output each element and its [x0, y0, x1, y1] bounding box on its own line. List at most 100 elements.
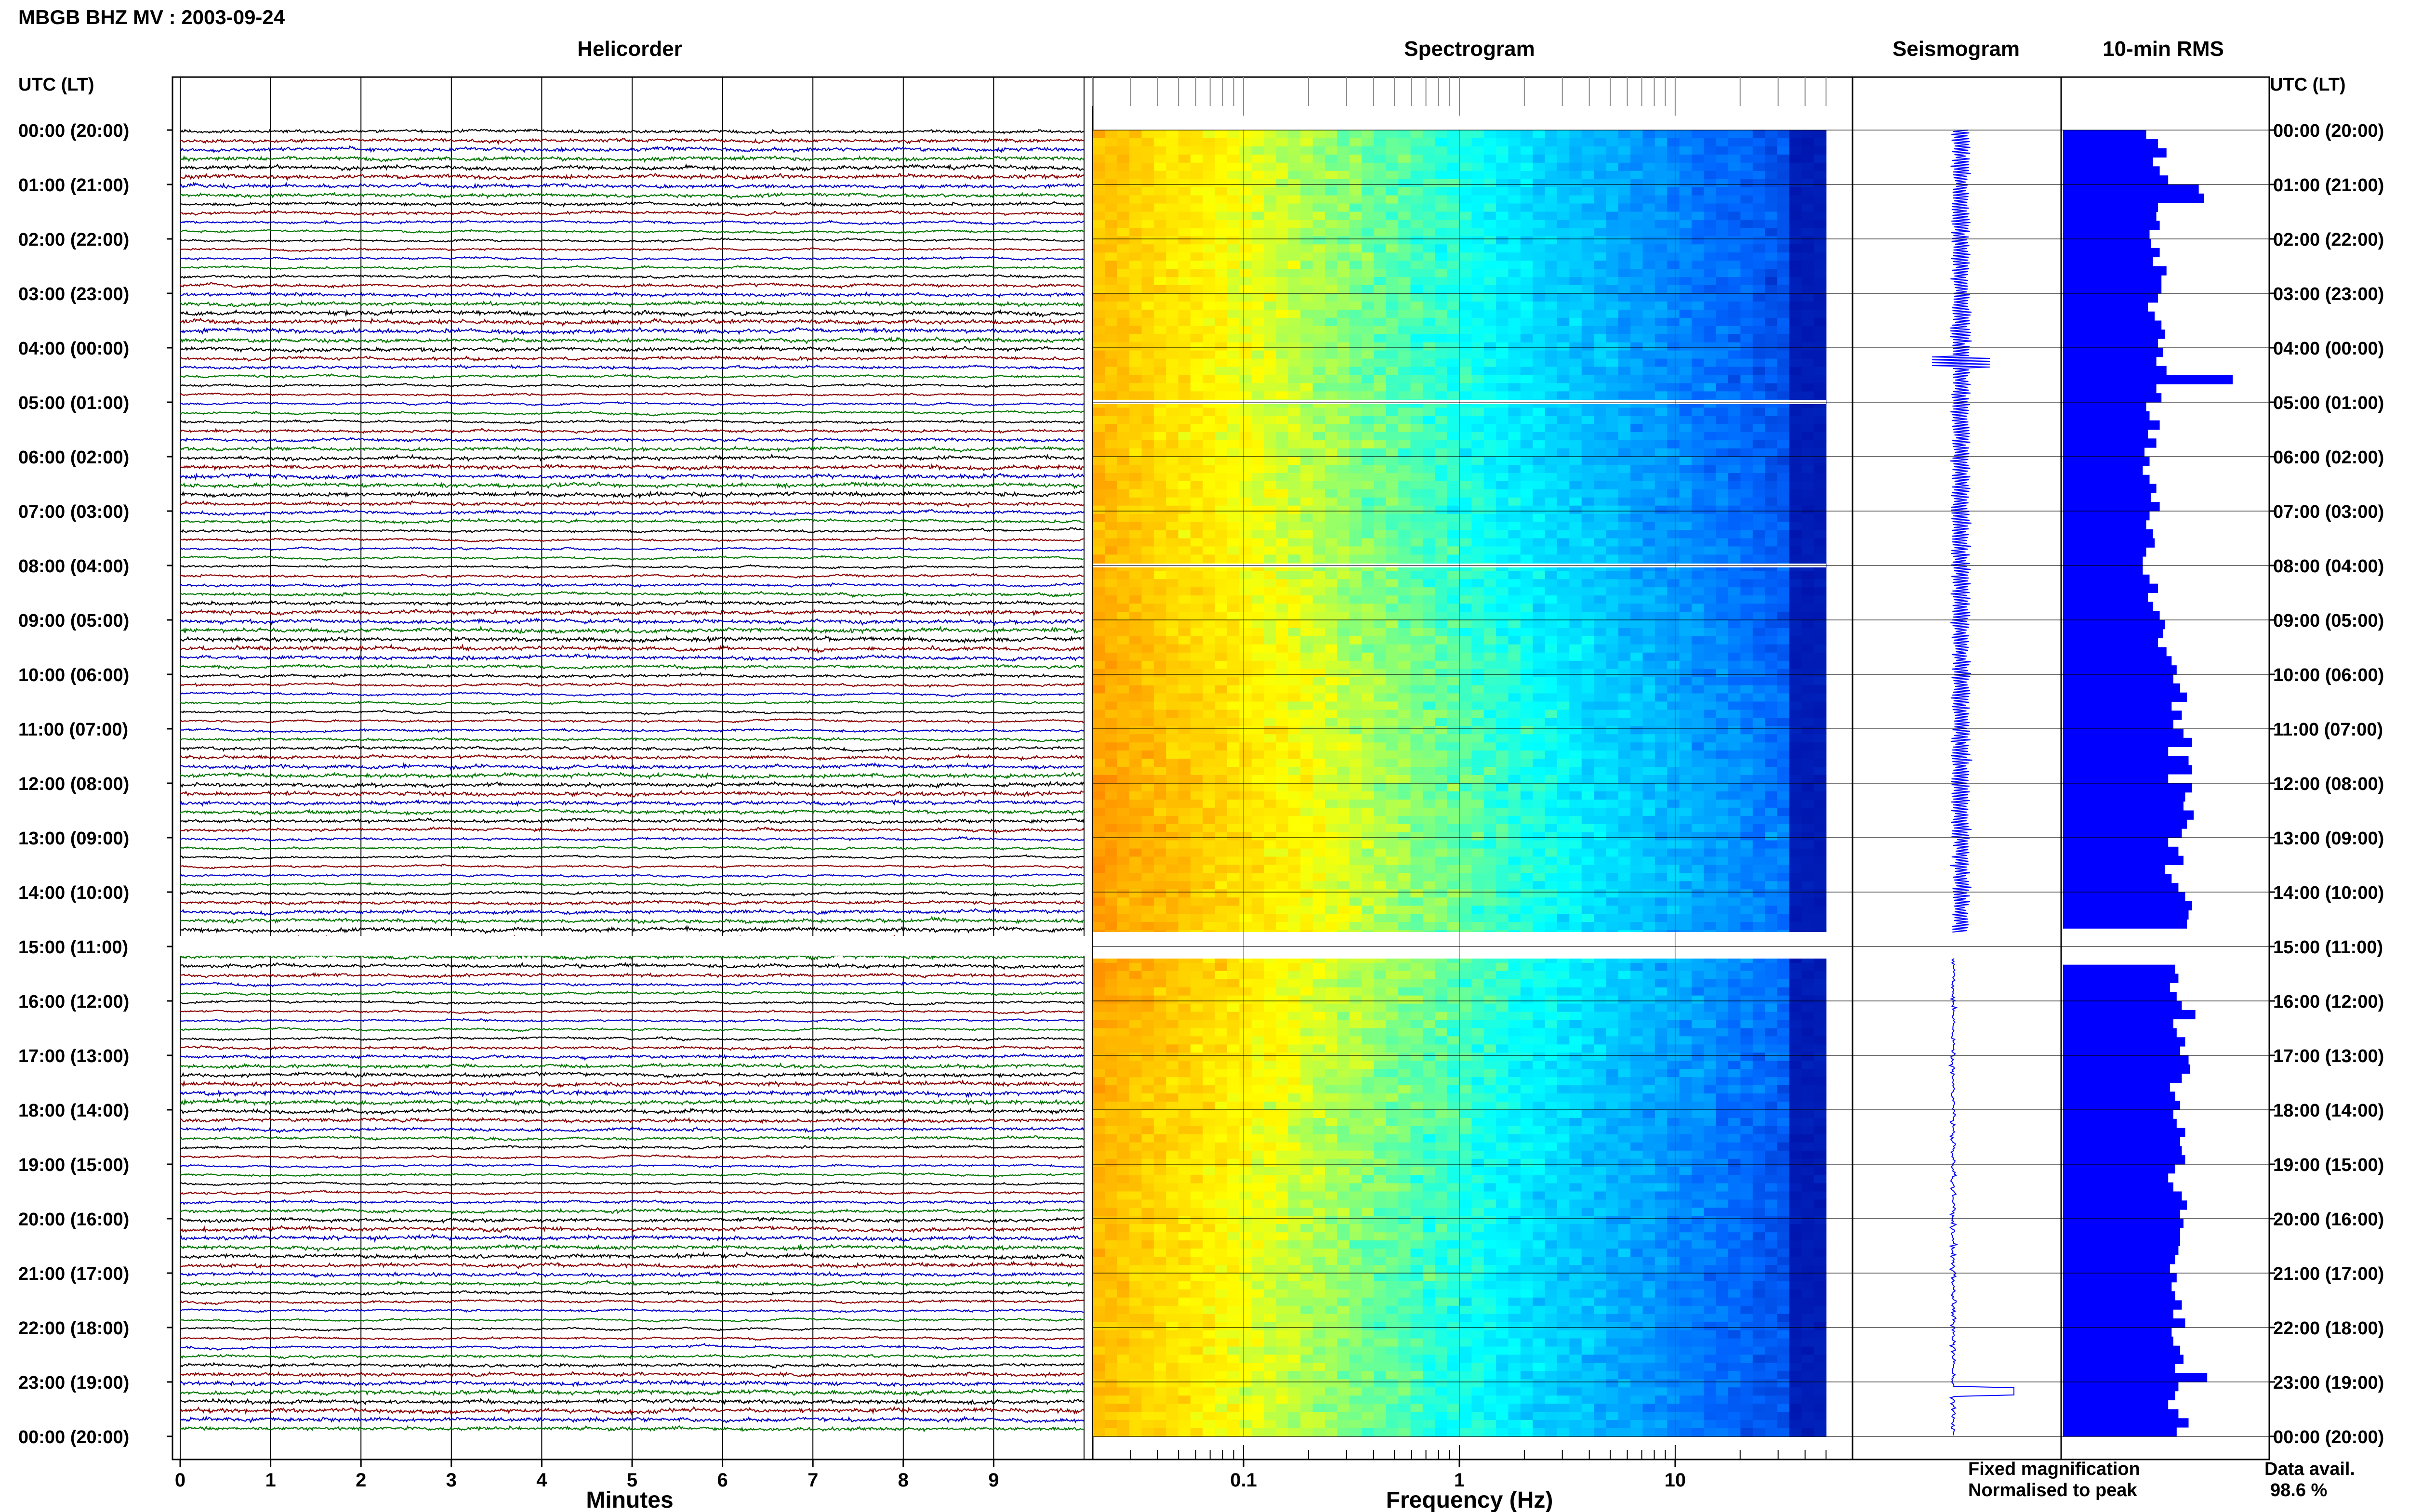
- spectrogram-cell: [1105, 464, 1118, 473]
- spectrogram-cell: [1349, 1354, 1362, 1364]
- spectrogram-cell: [1251, 1224, 1264, 1233]
- spectrogram-cell: [1362, 1289, 1375, 1298]
- spectrogram-cell: [1337, 628, 1350, 637]
- spectrogram-cell: [1117, 628, 1130, 637]
- spectrogram-cell: [1129, 1420, 1142, 1429]
- spectrogram-cell: [1166, 1158, 1179, 1168]
- spectrogram-cell: [1239, 873, 1252, 882]
- spectrogram-cell: [1215, 1158, 1228, 1168]
- spectrogram-cell: [1166, 1012, 1179, 1021]
- helicorder-trace: [180, 1036, 1085, 1042]
- spectrogram-cell: [1337, 154, 1350, 163]
- spectrogram-cell: [1105, 865, 1118, 874]
- spectrogram-cell: [1410, 726, 1423, 735]
- spectrogram-cell: [1153, 203, 1166, 212]
- spectrogram-cell: [1447, 669, 1460, 678]
- spectrogram-cell: [1288, 154, 1301, 163]
- spectrogram-cell: [1203, 669, 1216, 678]
- spectrogram-cell: [1362, 1167, 1375, 1176]
- spectrogram-cell: [1435, 962, 1448, 972]
- spectrogram-cell: [1325, 1281, 1338, 1290]
- spectrogram-cell: [1447, 546, 1460, 555]
- spectrogram-cell: [1435, 726, 1448, 735]
- spectrogram-cell: [1288, 922, 1301, 931]
- spectrogram-cell: [1288, 457, 1301, 465]
- spectrogram-cell: [1422, 252, 1436, 262]
- spectrogram-cell: [1435, 1093, 1448, 1102]
- spectrogram-cell: [1447, 897, 1460, 907]
- spectrogram-cell: [1422, 767, 1436, 776]
- spectrogram-cell: [1337, 334, 1350, 343]
- spectrogram-cell: [1117, 473, 1130, 482]
- spectrogram-cell: [1447, 1142, 1460, 1151]
- spectrogram-cell: [1435, 244, 1448, 253]
- spectrogram-cell: [1251, 367, 1264, 376]
- spectrogram-cell: [1386, 1338, 1399, 1347]
- spectrogram-cell: [1276, 203, 1289, 212]
- spectrogram-cell: [1227, 489, 1240, 498]
- spectrogram-cell: [1190, 416, 1204, 425]
- spectrogram-cell: [1264, 644, 1277, 653]
- spectrogram-cell: [1398, 1249, 1411, 1257]
- spectrogram-cell: [1203, 513, 1216, 523]
- spectrogram-cell: [1435, 1077, 1448, 1086]
- spectrogram-cell: [1349, 505, 1362, 514]
- spectrogram-cell: [1386, 718, 1399, 727]
- spectrogram-cell: [1422, 962, 1436, 972]
- spectrogram-cell: [1300, 987, 1313, 996]
- spectrogram-cell: [1398, 1216, 1411, 1225]
- spectrogram-cell: [1349, 432, 1362, 441]
- helicorder-trace: [180, 718, 1085, 724]
- spectrogram-cell: [1288, 677, 1301, 686]
- spectrogram-cell: [1239, 856, 1252, 866]
- spectrogram-cell: [1300, 701, 1313, 710]
- spectrogram-cell: [1337, 1126, 1350, 1135]
- spectrogram-cell: [1349, 424, 1362, 433]
- spectrogram-cell: [1215, 424, 1228, 433]
- spectrogram-cell: [1117, 457, 1130, 465]
- spectrogram-cell: [1141, 1257, 1154, 1265]
- spectrogram-cell: [1166, 334, 1179, 343]
- spectrogram-cell: [1264, 1346, 1277, 1355]
- spectrogram-cell: [1093, 228, 1106, 237]
- spectrogram-cell: [1349, 652, 1362, 661]
- spectrogram-cell: [1349, 546, 1362, 555]
- spectrogram-cell: [1422, 791, 1436, 800]
- spectrogram-cell: [1117, 889, 1130, 898]
- spectrogram-cell: [1215, 342, 1228, 351]
- spectrogram-cell: [1386, 832, 1399, 841]
- spectrogram-cell: [1398, 244, 1411, 253]
- spectrogram-cell: [1435, 1232, 1448, 1241]
- spectrogram-cell: [1325, 677, 1338, 686]
- spectrogram-cell: [1349, 1249, 1362, 1257]
- spectrogram-cell: [1288, 1232, 1301, 1241]
- spectrogram-cell: [1410, 228, 1423, 237]
- spectrogram-cell: [1447, 759, 1460, 767]
- spectrogram-cell: [1422, 889, 1436, 898]
- spectrogram-cell: [1349, 220, 1362, 229]
- spectrogram-cell: [1178, 481, 1191, 490]
- spectrogram-cell: [1239, 1273, 1252, 1282]
- spectrogram-cell: [1349, 873, 1362, 882]
- spectrogram-cell: [1410, 1012, 1423, 1021]
- spectrogram-cell: [1276, 1249, 1289, 1257]
- spectrogram-cell: [1117, 1191, 1130, 1200]
- spectrogram-cell: [1178, 669, 1191, 678]
- spectrogram-cell: [1117, 595, 1130, 604]
- spectrogram-cell: [1422, 1093, 1436, 1102]
- spectrogram-cell: [1190, 309, 1204, 318]
- spectrogram-cell: [1141, 604, 1154, 612]
- spectrogram-cell: [1300, 505, 1313, 514]
- spectrogram-cell: [1398, 236, 1411, 245]
- spectrogram-cell: [1153, 636, 1166, 645]
- spectrogram-cell: [1093, 1240, 1106, 1249]
- spectrogram-cell: [1239, 416, 1252, 425]
- helicorder-trace: [180, 915, 1085, 925]
- spectrogram-cell: [1386, 1346, 1399, 1355]
- spectrogram-cell: [1105, 1028, 1118, 1037]
- spectrogram-cell: [1422, 1257, 1436, 1265]
- spectrogram-cell: [1190, 1052, 1204, 1062]
- spectrogram-cell: [1264, 1216, 1277, 1225]
- spectrogram-cell: [1093, 962, 1106, 972]
- spectrogram-cell: [1239, 897, 1252, 907]
